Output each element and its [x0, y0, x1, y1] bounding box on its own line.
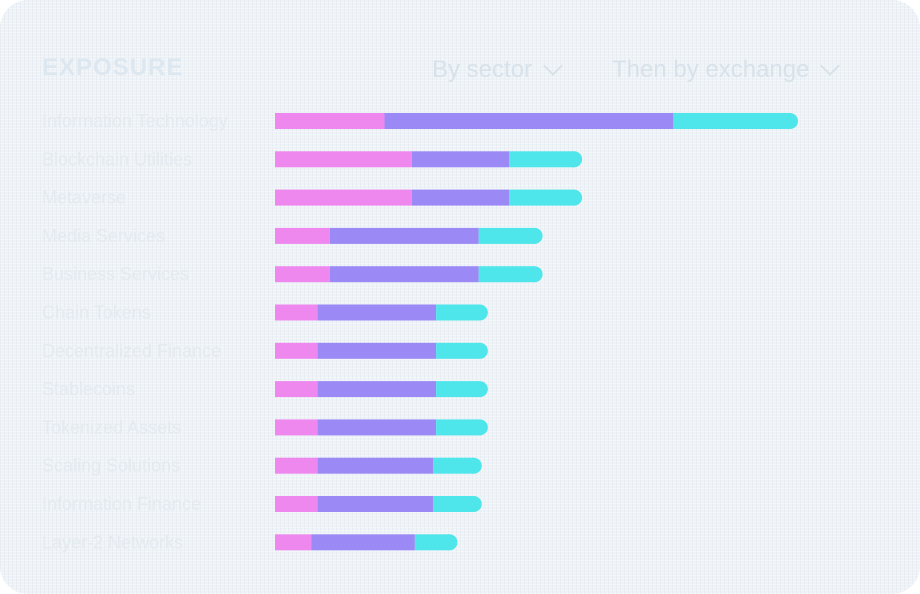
bar-end-cap: [471, 342, 488, 359]
bar-segment-2[interactable]: [411, 151, 510, 168]
bar-row[interactable]: [275, 342, 488, 359]
bar-segment-1[interactable]: [275, 151, 412, 168]
bar-end-cap: [465, 496, 482, 512]
bar-segment-3[interactable]: [436, 342, 480, 359]
bar-end-cap: [782, 113, 798, 129]
bar-segment-2[interactable]: [317, 381, 437, 398]
bar-row[interactable]: [275, 534, 458, 551]
bar-segment-2[interactable]: [317, 496, 434, 512]
bar-segment-2[interactable]: [384, 113, 674, 129]
category-label: Decentralized Finance: [42, 341, 221, 361]
bar-segment-3[interactable]: [673, 113, 790, 129]
bar-segment-1[interactable]: [275, 342, 318, 359]
bar-segment-2[interactable]: [311, 534, 415, 551]
bar-segment-1[interactable]: [275, 457, 318, 474]
bar-segment-1[interactable]: [275, 227, 330, 244]
category-label: Tokenized Assets: [42, 417, 181, 437]
category-label: Chain Tokens: [42, 303, 151, 323]
bar-end-cap: [566, 151, 583, 168]
bar-segment-1[interactable]: [275, 534, 312, 551]
bar-segment-1[interactable]: [275, 266, 330, 283]
exchange-filter-dropdown[interactable]: Then by exchange: [612, 56, 841, 84]
bar-segment-3[interactable]: [478, 227, 535, 244]
bar-segment-2[interactable]: [329, 227, 479, 244]
bar-segment-3[interactable]: [433, 496, 474, 512]
exchange-filter-label: Then by exchange: [612, 56, 810, 83]
bar-segment-1[interactable]: [275, 381, 318, 398]
category-label: Scaling Solutions: [42, 456, 180, 476]
bar-row[interactable]: [275, 304, 488, 321]
bar-row[interactable]: [275, 419, 488, 436]
bar-segment-3[interactable]: [478, 266, 535, 283]
bar-segment-2[interactable]: [317, 342, 437, 359]
bar-segment-2[interactable]: [411, 189, 510, 206]
bar-row[interactable]: [275, 189, 583, 206]
bar-segment-1[interactable]: [275, 496, 318, 512]
bar-segment-2[interactable]: [329, 266, 479, 283]
bar-segment-1[interactable]: [275, 189, 412, 206]
bar-row[interactable]: [275, 113, 798, 129]
bar-segment-3[interactable]: [436, 304, 480, 321]
bar-segment-2[interactable]: [317, 457, 434, 474]
bar-row[interactable]: [275, 266, 543, 283]
sector-filter-dropdown[interactable]: By sector: [432, 56, 563, 84]
category-label: Information Technology: [42, 111, 228, 131]
bar-segment-3[interactable]: [433, 457, 474, 474]
category-label: Blockchain Utilities: [42, 149, 192, 169]
bar-end-cap: [441, 534, 458, 551]
category-label: Media Services: [42, 226, 165, 246]
bar-row[interactable]: [275, 457, 482, 474]
bar-row[interactable]: [275, 227, 543, 244]
bar-end-cap: [526, 266, 543, 283]
bar-end-cap: [471, 304, 488, 321]
bar-segment-1[interactable]: [275, 113, 385, 129]
bar-segment-3[interactable]: [436, 419, 480, 436]
bar-end-cap: [471, 381, 488, 398]
bar-segment-3[interactable]: [509, 189, 575, 206]
bar-segment-2[interactable]: [317, 419, 437, 436]
category-label: Information Finance: [42, 494, 201, 514]
bar-row[interactable]: [275, 496, 482, 512]
bar-end-cap: [526, 227, 543, 244]
sector-filter-label: By sector: [432, 56, 533, 83]
bar-end-cap: [566, 189, 583, 206]
bar-segment-2[interactable]: [317, 304, 437, 321]
category-label: Business Services: [42, 264, 189, 284]
card-title: EXPOSURE: [42, 54, 184, 81]
category-label: Stablecoins: [42, 379, 135, 399]
category-label: Metaverse: [42, 188, 126, 208]
bar-end-cap: [471, 419, 488, 436]
bar-row[interactable]: [275, 381, 488, 398]
category-label: Layer-2 Networks: [42, 532, 183, 552]
bar-end-cap: [465, 457, 482, 474]
bar-segment-3[interactable]: [414, 534, 450, 551]
bar-segment-1[interactable]: [275, 419, 318, 436]
bar-segment-3[interactable]: [436, 381, 480, 398]
bar-row[interactable]: [275, 151, 583, 168]
bar-segment-3[interactable]: [509, 151, 575, 168]
bar-segment-1[interactable]: [275, 304, 318, 321]
